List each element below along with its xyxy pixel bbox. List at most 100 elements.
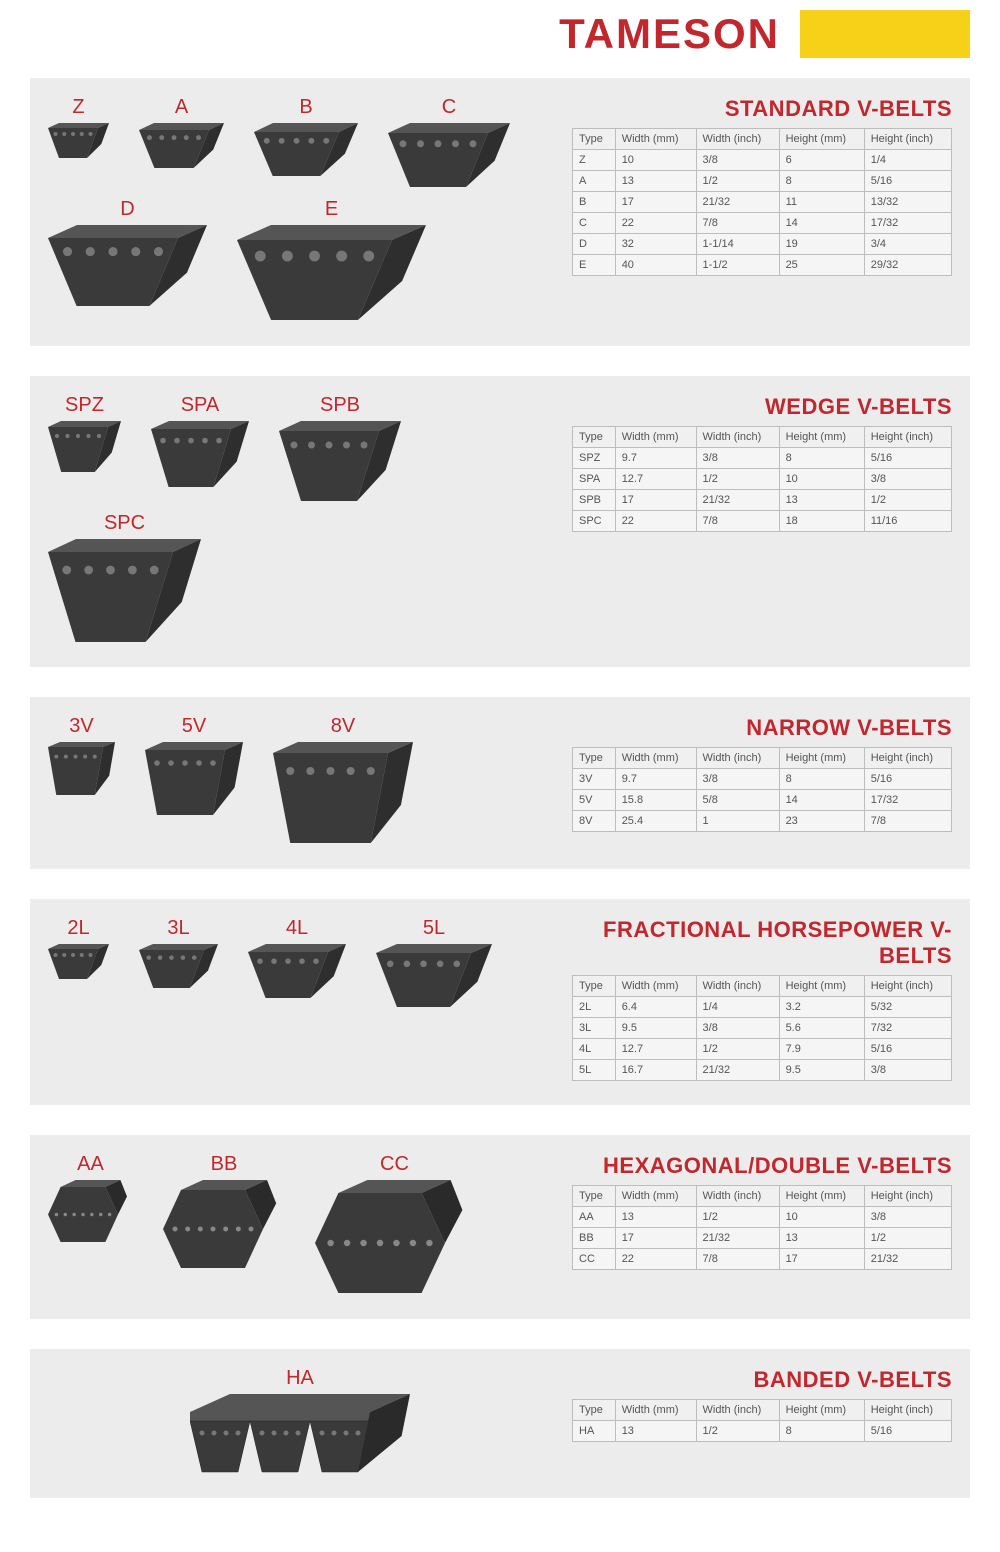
table-header: Width (inch) xyxy=(696,129,779,150)
belt-label: SPB xyxy=(320,394,360,417)
table-cell: 3.2 xyxy=(779,997,864,1018)
belt-label: A xyxy=(175,96,188,119)
table-cell: 5/16 xyxy=(864,1039,951,1060)
table-cell: 21/32 xyxy=(864,1249,951,1270)
belt-item: SPB xyxy=(279,394,401,502)
table-cell: 13 xyxy=(779,490,864,511)
belt-shape xyxy=(279,421,401,502)
table-cell: 23 xyxy=(779,811,864,832)
table-row: B1721/321113/32 xyxy=(573,192,952,213)
table-header: Width (mm) xyxy=(615,748,696,769)
table-cell: CC xyxy=(573,1249,616,1270)
belt-shape xyxy=(190,1394,410,1474)
belt-shape xyxy=(237,225,426,322)
table-cell: 3/8 xyxy=(696,448,779,469)
section-5: HABANDED V-BELTSTypeWidth (mm)Width (inc… xyxy=(30,1349,970,1498)
table-header: Width (mm) xyxy=(615,976,696,997)
table-header: Width (mm) xyxy=(615,129,696,150)
sections-container: Z A B C D E xyxy=(0,78,1000,1498)
table-cell: 21/32 xyxy=(696,1060,779,1081)
table-header: Height (mm) xyxy=(779,1400,864,1421)
belt-item: HA xyxy=(190,1367,410,1474)
table-row: 5L16.721/329.53/8 xyxy=(573,1060,952,1081)
table-cell: 5V xyxy=(573,790,616,811)
spec-table: TypeWidth (mm)Width (inch)Height (mm)Hei… xyxy=(572,426,952,532)
table-row: BB1721/32131/2 xyxy=(573,1228,952,1249)
table-cell: 15.8 xyxy=(615,790,696,811)
table-cell: 25.4 xyxy=(615,811,696,832)
table-cell: 22 xyxy=(615,213,696,234)
diagram-area: 2L 3L 4L 5L xyxy=(48,917,552,1081)
belt-label: AA xyxy=(77,1153,104,1176)
table-cell: 5/8 xyxy=(696,790,779,811)
table-row: E401-1/22529/32 xyxy=(573,255,952,276)
table-cell: 8 xyxy=(779,769,864,790)
table-header: Height (inch) xyxy=(864,1400,951,1421)
table-header: Height (inch) xyxy=(864,748,951,769)
table-cell: 1/2 xyxy=(696,1207,779,1228)
table-cell: 2L xyxy=(573,997,616,1018)
table-cell: A xyxy=(573,171,616,192)
table-header: Width (inch) xyxy=(696,1400,779,1421)
belt-item: 4L xyxy=(248,917,346,1009)
table-cell: SPB xyxy=(573,490,616,511)
belt-label: 5L xyxy=(423,917,445,940)
table-header: Width (mm) xyxy=(615,1400,696,1421)
table-cell: 19 xyxy=(779,234,864,255)
table-header: Height (mm) xyxy=(779,129,864,150)
table-cell: 12.7 xyxy=(615,469,696,490)
table-cell: 1/4 xyxy=(864,150,951,171)
table-header: Height (inch) xyxy=(864,427,951,448)
belt-label: CC xyxy=(380,1153,409,1176)
table-header: Width (inch) xyxy=(696,976,779,997)
section-0: Z A B C D E xyxy=(30,78,970,346)
table-cell: 14 xyxy=(779,213,864,234)
belt-item: D xyxy=(48,198,207,322)
belt-label: 3V xyxy=(69,715,93,738)
belt-item: SPC xyxy=(48,512,201,643)
belt-shape xyxy=(163,1180,285,1269)
belt-label: 3L xyxy=(167,917,189,940)
spec-table: TypeWidth (mm)Width (inch)Height (mm)Hei… xyxy=(572,128,952,276)
belt-item: SPZ xyxy=(48,394,121,502)
table-cell: BB xyxy=(573,1228,616,1249)
spec-table: TypeWidth (mm)Width (inch)Height (mm)Hei… xyxy=(572,1399,952,1442)
belt-label: Z xyxy=(72,96,84,119)
table-cell: SPZ xyxy=(573,448,616,469)
section-title: WEDGE V-BELTS xyxy=(572,394,952,420)
table-header: Type xyxy=(573,427,616,448)
table-cell: 17 xyxy=(779,1249,864,1270)
table-cell: 11 xyxy=(779,192,864,213)
table-cell: 7.9 xyxy=(779,1039,864,1060)
table-cell: 17/32 xyxy=(864,213,951,234)
table-row: SPB1721/32131/2 xyxy=(573,490,952,511)
table-cell: 22 xyxy=(615,511,696,532)
belt-label: SPC xyxy=(104,512,145,535)
diagram-area: Z A B C D E xyxy=(48,96,552,322)
belt-label: 8V xyxy=(331,715,355,738)
belt-shape xyxy=(48,742,115,796)
table-header: Type xyxy=(573,976,616,997)
table-cell: 40 xyxy=(615,255,696,276)
table-cell: 9.5 xyxy=(615,1018,696,1039)
table-row: AA131/2103/8 xyxy=(573,1207,952,1228)
diagram-area: HA xyxy=(48,1367,552,1474)
table-cell: 32 xyxy=(615,234,696,255)
spec-table: TypeWidth (mm)Width (inch)Height (mm)Hei… xyxy=(572,975,952,1081)
table-cell: HA xyxy=(573,1421,616,1442)
table-cell: 3/8 xyxy=(864,1207,951,1228)
belt-label: HA xyxy=(286,1367,314,1390)
belt-shape xyxy=(145,742,243,816)
belt-shape xyxy=(48,421,121,473)
table-cell: 9.7 xyxy=(615,769,696,790)
table-header: Height (inch) xyxy=(864,976,951,997)
table-header: Type xyxy=(573,1400,616,1421)
right-column: STANDARD V-BELTSTypeWidth (mm)Width (inc… xyxy=(572,96,952,322)
table-cell: 13 xyxy=(615,1421,696,1442)
table-cell: 8V xyxy=(573,811,616,832)
section-title: HEXAGONAL/DOUBLE V-BELTS xyxy=(572,1153,952,1179)
table-cell: 3L xyxy=(573,1018,616,1039)
table-row: 5V15.85/81417/32 xyxy=(573,790,952,811)
diagram-area: 3V 5V 8V xyxy=(48,715,552,845)
table-cell: 22 xyxy=(615,1249,696,1270)
